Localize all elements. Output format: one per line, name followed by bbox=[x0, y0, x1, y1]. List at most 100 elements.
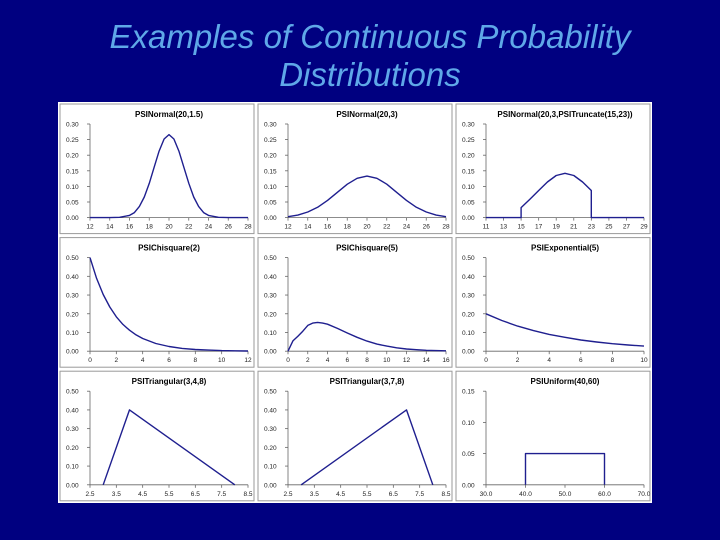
x-tick-label: 8 bbox=[365, 357, 369, 364]
x-tick-label: 4 bbox=[326, 357, 330, 364]
chart-grid-panel: PSINormal(20,1.5) 0.00 0.05 0.10 0.15 0.20 0.2… bbox=[58, 102, 652, 503]
y-tick-label: 0.40 bbox=[66, 274, 79, 281]
y-tick-label: 0.05 bbox=[264, 200, 277, 207]
y-tick-label: 0.10 bbox=[462, 330, 475, 337]
x-tick-label: 3.5 bbox=[310, 491, 319, 498]
y-tick-label: 0.20 bbox=[462, 153, 475, 160]
chart-title: PSINormal(20,3,PSITruncate(15,23)) bbox=[497, 110, 633, 119]
y-tick-label: 0.50 bbox=[264, 389, 277, 396]
x-tick-label: 19 bbox=[553, 224, 561, 231]
series-line bbox=[287, 321, 447, 352]
y-tick-label: 0.50 bbox=[264, 255, 277, 262]
chart-title: PSITriangular(3,4,8) bbox=[132, 377, 207, 386]
y-tick-label: 0.10 bbox=[264, 330, 277, 337]
x-tick-label: 12 bbox=[86, 224, 94, 231]
y-tick-label: 0.30 bbox=[66, 293, 79, 300]
x-tick-label: 10 bbox=[383, 357, 391, 364]
y-tick-label: 0.15 bbox=[66, 168, 79, 175]
x-tick-label: 5.5 bbox=[362, 491, 371, 498]
x-tick-label: 2 bbox=[115, 357, 119, 364]
x-tick-label: 8 bbox=[611, 357, 615, 364]
x-tick-label: 4 bbox=[141, 357, 145, 364]
y-tick-label: 0.40 bbox=[264, 274, 277, 281]
chart-title: PSIChisquare(5) bbox=[336, 244, 398, 253]
x-tick-label: 60.0 bbox=[598, 491, 611, 498]
slide-title-line-1: Examples of Continuous Probability bbox=[109, 18, 631, 55]
series-line bbox=[524, 452, 606, 485]
y-tick-label: 0.00 bbox=[462, 349, 475, 356]
x-tick-label: 29 bbox=[640, 224, 648, 231]
chart-1: PSINormal(20,1.5) 0.00 0.05 0.10 0.15 0.20 0.2… bbox=[59, 103, 255, 235]
chart-frame bbox=[257, 370, 453, 502]
x-tick-label: 6 bbox=[167, 357, 171, 364]
series-line bbox=[102, 409, 236, 486]
x-tick-label: 10 bbox=[218, 357, 226, 364]
chart-title: PSIUniform(40,60) bbox=[531, 377, 600, 386]
y-tick-label: 0.20 bbox=[66, 445, 79, 452]
chart-7: PSITriangular(3,4,8) 0.00 0.10 0.20 0.30 0.40… bbox=[59, 370, 255, 502]
chart-2: PSINormal(20,3) 0.00 0.05 0.10 0.15 0.20 0.25 0… bbox=[257, 103, 453, 235]
x-tick-label: 8.5 bbox=[441, 491, 450, 498]
x-tick-label: 0 bbox=[88, 357, 92, 364]
y-tick-label: 0.00 bbox=[264, 482, 277, 489]
y-tick-label: 0.10 bbox=[264, 464, 277, 471]
x-tick-label: 0 bbox=[484, 357, 488, 364]
y-tick-label: 0.30 bbox=[66, 122, 79, 129]
y-tick-label: 0.00 bbox=[66, 482, 79, 489]
y-tick-label: 0.25 bbox=[264, 137, 277, 144]
x-tick-label: 2 bbox=[306, 357, 310, 364]
x-tick-label: 3.5 bbox=[112, 491, 121, 498]
y-tick-label: 0.00 bbox=[264, 215, 277, 222]
y-tick-label: 0.20 bbox=[462, 311, 475, 318]
y-tick-label: 0.00 bbox=[462, 482, 475, 489]
slide-title-line-2: Distributions bbox=[279, 56, 461, 93]
series-line bbox=[90, 133, 248, 219]
x-tick-label: 4.5 bbox=[138, 491, 147, 498]
chart-grid: PSINormal(20,1.5) 0.00 0.05 0.10 0.15 0.20 0.2… bbox=[59, 103, 651, 502]
series-line bbox=[89, 257, 249, 352]
y-tick-label: 0.10 bbox=[462, 184, 475, 191]
x-tick-label: 2.5 bbox=[85, 491, 94, 498]
x-tick-label: 24 bbox=[205, 224, 213, 231]
x-tick-label: 70.0 bbox=[638, 491, 651, 498]
x-tick-label: 13 bbox=[500, 224, 508, 231]
x-tick-label: 50.0 bbox=[559, 491, 572, 498]
y-tick-label: 0.15 bbox=[462, 389, 475, 396]
chart-frame bbox=[455, 237, 651, 368]
y-tick-label: 0.20 bbox=[66, 153, 79, 160]
y-tick-label: 0.15 bbox=[462, 168, 475, 175]
y-tick-label: 0.30 bbox=[66, 426, 79, 433]
y-tick-label: 0.30 bbox=[264, 293, 277, 300]
chart-3: PSINormal(20,3,PSITruncate(15,23)) 0.00 0.… bbox=[455, 103, 651, 235]
chart-5: PSIChisquare(5) 0.00 0.10 0.20 0.30 0.40 0.50 0… bbox=[257, 237, 453, 368]
y-tick-label: 0.40 bbox=[264, 407, 277, 414]
chart-frame bbox=[257, 237, 453, 368]
x-tick-label: 28 bbox=[442, 224, 450, 231]
x-tick-label: 4.5 bbox=[336, 491, 345, 498]
y-tick-label: 0.00 bbox=[66, 215, 79, 222]
x-tick-label: 6.5 bbox=[191, 491, 200, 498]
y-tick-label: 0.15 bbox=[264, 168, 277, 175]
y-tick-label: 0.05 bbox=[462, 451, 475, 458]
y-tick-label: 0.20 bbox=[264, 153, 277, 160]
x-tick-label: 17 bbox=[535, 224, 543, 231]
y-tick-label: 0.00 bbox=[66, 349, 79, 356]
series-line bbox=[485, 313, 645, 347]
x-tick-label: 16 bbox=[126, 224, 134, 231]
x-tick-label: 8.5 bbox=[243, 491, 252, 498]
chart-title: PSINormal(20,1.5) bbox=[135, 110, 203, 119]
chart-title: PSINormal(20,3) bbox=[336, 110, 398, 119]
x-tick-label: 2.5 bbox=[283, 491, 292, 498]
y-tick-label: 0.10 bbox=[66, 330, 79, 337]
y-tick-label: 0.50 bbox=[66, 255, 79, 262]
y-tick-label: 0.30 bbox=[264, 122, 277, 129]
x-tick-label: 16 bbox=[324, 224, 332, 231]
x-tick-label: 2 bbox=[516, 357, 520, 364]
chart-title: PSIChisquare(2) bbox=[138, 244, 200, 253]
y-tick-label: 0.30 bbox=[462, 293, 475, 300]
y-tick-label: 0.25 bbox=[462, 137, 475, 144]
y-tick-label: 0.20 bbox=[66, 311, 79, 318]
y-tick-label: 0.10 bbox=[66, 464, 79, 471]
chart-6: PSIExponential(5) 0.00 0.10 0.20 0.30 0.40 0.5… bbox=[455, 237, 651, 368]
x-tick-label: 40.0 bbox=[519, 491, 532, 498]
